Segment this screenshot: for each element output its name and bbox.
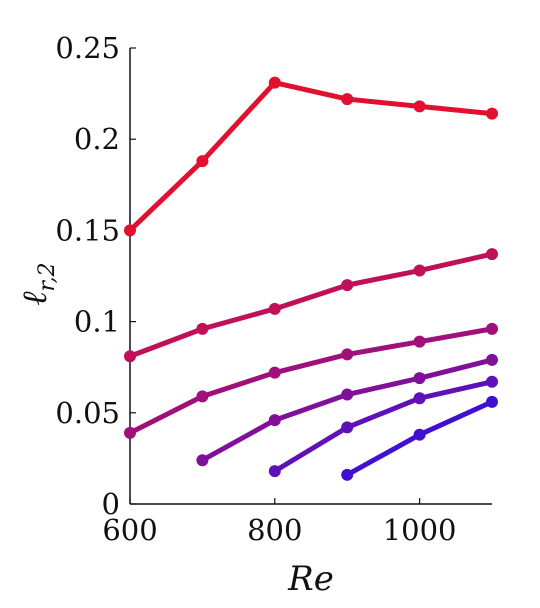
data-point: [486, 375, 498, 388]
x-tick-label: 800: [247, 513, 302, 547]
y-axis-label: ℓr,2: [15, 262, 60, 305]
series-5: [268, 375, 498, 478]
data-point: [341, 421, 354, 434]
series-3: [124, 322, 498, 439]
data-point: [341, 388, 354, 401]
data-point: [486, 353, 498, 366]
data-point: [486, 248, 498, 261]
data-point: [196, 155, 209, 168]
series-6: [341, 395, 498, 481]
y-axis-label-sub: r,2: [35, 262, 60, 291]
series-line: [127, 326, 495, 436]
y-axis-label-main: ℓ: [15, 291, 55, 305]
data-point: [413, 392, 426, 405]
data-point: [124, 224, 136, 237]
axes: [129, 48, 492, 505]
y-tick-label: 0.1: [74, 305, 120, 339]
ticks: 600 800 1000 0 0.05 0.1 0.15 0.2 0.25: [55, 31, 456, 547]
data-point: [341, 279, 354, 292]
data-point: [341, 93, 354, 106]
data-point: [413, 100, 426, 113]
data-point: [341, 468, 354, 481]
data-point: [196, 454, 209, 467]
data-point: [413, 372, 426, 385]
series-layer: [124, 76, 498, 481]
x-tick-label: 600: [102, 513, 157, 547]
y-tick-label: 0.2: [74, 122, 120, 156]
series-line: [199, 357, 495, 463]
data-point: [268, 76, 281, 89]
data-point: [413, 428, 426, 441]
data-point: [124, 350, 136, 363]
data-point: [413, 335, 426, 348]
y-tick-label: 0: [102, 487, 120, 521]
x-tick-label: 1000: [383, 513, 457, 547]
y-tick-label: 0.25: [55, 31, 120, 65]
series-line: [127, 251, 495, 359]
data-point: [341, 348, 354, 361]
data-point: [268, 366, 281, 379]
series-1: [124, 76, 498, 237]
data-point: [268, 302, 281, 315]
data-point: [196, 390, 209, 403]
data-point: [413, 264, 426, 277]
data-point: [196, 322, 209, 335]
data-point: [268, 414, 281, 427]
data-point: [268, 465, 281, 478]
series-2: [124, 248, 498, 363]
data-point: [486, 395, 498, 408]
data-point: [486, 322, 498, 335]
series-line: [127, 80, 495, 233]
series-4: [196, 353, 498, 467]
y-tick-label: 0.05: [55, 396, 120, 430]
data-point: [124, 426, 136, 439]
data-point: [486, 107, 498, 120]
y-tick-label: 0.15: [55, 213, 120, 247]
x-axis-label: Re: [287, 559, 334, 599]
series-line: [272, 379, 495, 474]
